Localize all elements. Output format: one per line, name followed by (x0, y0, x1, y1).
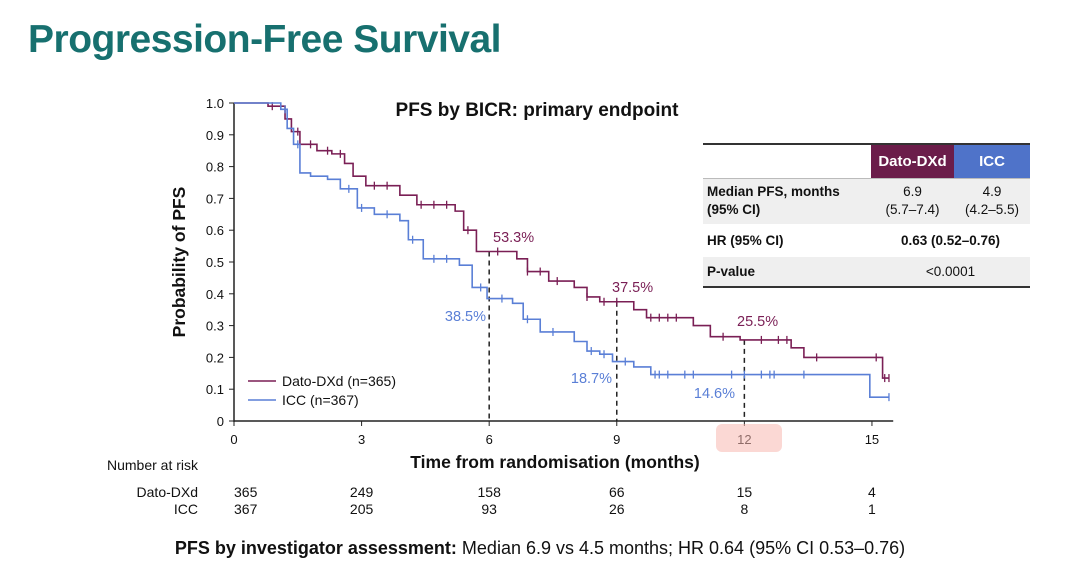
hr-label: HR (95% CI) (707, 232, 784, 248)
overlay-badge (716, 424, 782, 452)
median-dato-ci: (5.7–7.4) (885, 202, 940, 218)
median-label: Median PFS, months (95% CI) (703, 179, 871, 224)
annotation-dato-dxd-12: 25.5% (737, 314, 778, 330)
legend-label-icc: ICC (n=367) (282, 392, 359, 408)
x-tick-label: 3 (358, 432, 365, 447)
header-dato: Dato-DXd (871, 144, 954, 179)
risk-value: 365 (234, 484, 258, 500)
risk-value: 1 (868, 501, 876, 517)
median-label-1: Median PFS, months (707, 184, 840, 200)
table-header-row: Dato-DXd ICC (703, 144, 1030, 179)
y-tick-label: 0.6 (206, 223, 224, 238)
hr-value: 0.63 (0.52–0.76) (900, 232, 1001, 248)
median-dato: 6.9 (5.7–7.4) (871, 179, 954, 224)
annotation-icc-12: 14.6% (694, 386, 735, 402)
median-icc-ci: (4.2–5.5) (964, 202, 1020, 218)
median-dato-value: 6.9 (903, 184, 922, 200)
y-tick-label: 0.4 (206, 287, 224, 302)
y-tick-label: 0.5 (206, 255, 224, 270)
x-tick-label: 6 (486, 432, 493, 447)
y-tick-label: 0.8 (206, 160, 224, 175)
annotation-dato-dxd-9: 37.5% (612, 280, 653, 296)
y-tick-label: 0.2 (206, 350, 224, 365)
risk-value: 205 (350, 501, 374, 517)
median-row: Median PFS, months (95% CI) 6.9 (5.7–7.4) … (703, 178, 1030, 224)
y-tick-label: 0.7 (206, 191, 224, 206)
median-icc: 4.9 (4.2–5.5) (954, 179, 1030, 224)
hr-row: HR (95% CI) 0.63 (0.52–0.76) (703, 224, 1030, 257)
slide-title: Progression-Free Survival (28, 18, 502, 61)
annotation-icc-6: 38.5% (445, 309, 486, 325)
y-tick-label: 0 (217, 414, 224, 429)
annotation-dato-dxd-6: 53.3% (493, 230, 534, 246)
risk-value: 367 (234, 501, 258, 517)
header-icc: ICC (954, 144, 1030, 179)
x-tick-label: 0 (230, 432, 237, 447)
risk-value: 249 (350, 484, 374, 500)
risk-value: 158 (478, 484, 502, 500)
risk-row-label: Dato-DXd (137, 484, 198, 500)
risk-value: 66 (609, 484, 625, 500)
footer-note: PFS by investigator assessment: Median 6… (0, 538, 1080, 559)
y-tick-label: 0.3 (206, 319, 224, 334)
risk-value: 4 (868, 484, 876, 500)
annotation-icc-9: 18.7% (571, 371, 612, 387)
chart-title: PFS by BICR: primary endpoint (396, 100, 680, 121)
median-icc-value: 4.9 (982, 184, 1002, 200)
x-tick-label: 15 (865, 432, 879, 447)
y-axis-label: Probability of PFS (169, 187, 189, 338)
km-curve-icc (234, 102, 889, 398)
results-table: Dato-DXd ICC Median PFS, months (95% CI) … (703, 143, 1030, 288)
risk-row-label: ICC (174, 501, 198, 517)
p-row: P-value <0.0001 (703, 256, 1030, 287)
legend-label-dato-dxd: Dato-DXd (n=365) (282, 373, 396, 389)
risk-value: 8 (740, 501, 748, 517)
y-tick-label: 0.9 (206, 128, 224, 143)
km-curve-dato-dxd (234, 102, 889, 379)
x-tick-label: 9 (613, 432, 620, 447)
p-label: P-value (707, 263, 756, 279)
x-axis-label: Time from randomisation (months) (410, 452, 699, 472)
p-value: <0.0001 (925, 263, 976, 279)
risk-label: Number at risk (107, 457, 199, 473)
risk-value: 15 (737, 484, 753, 500)
footer-bold: PFS by investigator assessment: (174, 538, 457, 558)
risk-value: 26 (609, 501, 625, 517)
y-tick-label: 0.1 (206, 382, 224, 397)
y-tick-label: 1.0 (206, 96, 224, 111)
median-label-2: (95% CI) (707, 202, 761, 218)
risk-value: 93 (481, 501, 497, 517)
footer-text: Median 6.9 vs 4.5 months; HR 0.64 (95% C… (456, 538, 906, 558)
table-header-blank (703, 144, 871, 179)
